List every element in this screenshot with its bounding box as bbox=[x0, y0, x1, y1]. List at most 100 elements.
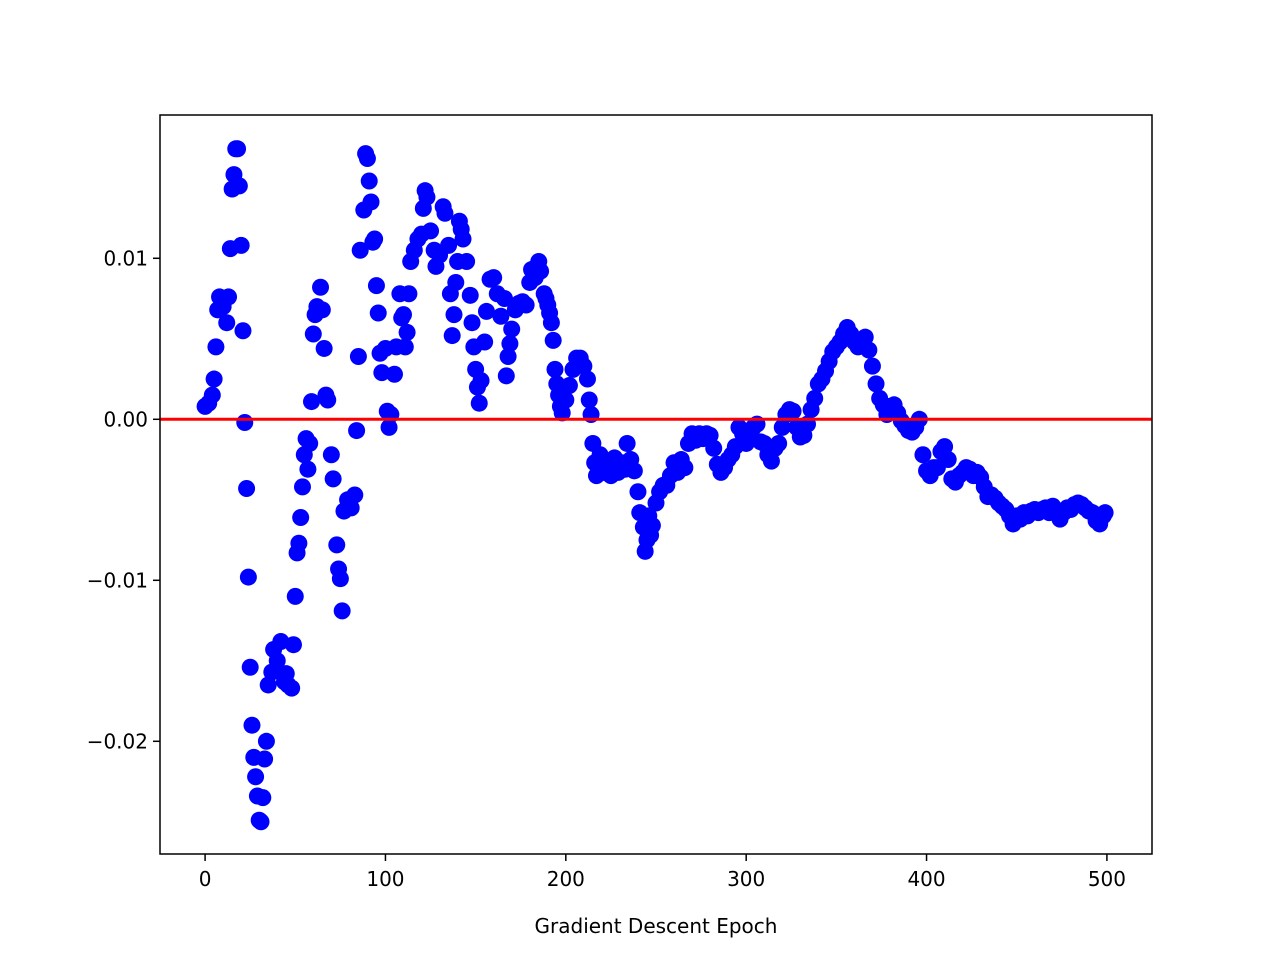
point bbox=[358, 149, 376, 167]
point bbox=[283, 679, 301, 697]
point bbox=[495, 290, 513, 308]
point bbox=[328, 536, 346, 554]
point bbox=[349, 348, 367, 366]
x-tick-label: 500 bbox=[1088, 867, 1126, 891]
point bbox=[322, 446, 340, 464]
point bbox=[203, 386, 221, 404]
point bbox=[230, 177, 248, 195]
point bbox=[268, 652, 286, 670]
point bbox=[492, 307, 510, 325]
point bbox=[418, 188, 436, 206]
point bbox=[440, 236, 458, 254]
point bbox=[436, 204, 454, 222]
point bbox=[458, 253, 476, 271]
point bbox=[299, 460, 317, 478]
point bbox=[544, 331, 562, 349]
point bbox=[290, 534, 308, 552]
point bbox=[380, 418, 398, 436]
point bbox=[856, 328, 874, 346]
point bbox=[762, 452, 780, 470]
point bbox=[773, 418, 791, 436]
point bbox=[303, 393, 321, 411]
point bbox=[1096, 504, 1114, 522]
point bbox=[301, 434, 319, 452]
point bbox=[259, 676, 277, 694]
point bbox=[701, 426, 719, 444]
point bbox=[578, 370, 596, 388]
x-tick-label: 0 bbox=[199, 867, 212, 891]
point bbox=[247, 768, 265, 786]
point bbox=[445, 306, 463, 324]
point bbox=[472, 372, 490, 390]
point bbox=[319, 391, 337, 409]
point bbox=[241, 658, 259, 676]
point bbox=[254, 789, 272, 807]
point bbox=[499, 348, 517, 366]
point bbox=[629, 483, 647, 501]
point bbox=[867, 375, 885, 393]
point bbox=[313, 301, 331, 319]
y-tick-label: −0.01 bbox=[87, 568, 148, 592]
point bbox=[806, 389, 824, 407]
x-tick-label: 100 bbox=[366, 867, 404, 891]
point bbox=[400, 285, 418, 303]
point bbox=[360, 172, 378, 190]
point bbox=[770, 434, 788, 452]
point bbox=[618, 434, 636, 452]
point bbox=[560, 376, 578, 394]
point bbox=[243, 716, 261, 734]
point bbox=[366, 230, 384, 248]
point bbox=[256, 750, 274, 768]
point bbox=[553, 404, 571, 422]
point bbox=[220, 288, 238, 306]
point bbox=[863, 357, 881, 375]
point bbox=[542, 314, 560, 332]
point bbox=[252, 813, 270, 831]
x-axis-label: Gradient Descent Epoch bbox=[535, 914, 778, 938]
point bbox=[497, 367, 515, 385]
point bbox=[936, 438, 954, 456]
point bbox=[461, 286, 479, 304]
point bbox=[517, 296, 535, 314]
point bbox=[385, 365, 403, 383]
point bbox=[575, 357, 593, 375]
point bbox=[422, 222, 440, 240]
point bbox=[476, 333, 494, 351]
point bbox=[286, 587, 304, 605]
point bbox=[398, 323, 416, 341]
point bbox=[232, 236, 250, 254]
y-tick-label: −0.02 bbox=[87, 729, 148, 753]
point bbox=[373, 364, 391, 382]
point bbox=[367, 277, 385, 295]
point bbox=[396, 338, 414, 356]
point bbox=[443, 327, 461, 345]
point bbox=[292, 509, 310, 527]
point bbox=[236, 414, 254, 432]
point bbox=[939, 451, 957, 469]
point bbox=[229, 140, 247, 158]
x-tick-label: 400 bbox=[907, 867, 945, 891]
point bbox=[315, 339, 333, 357]
plot-frame bbox=[159, 114, 1153, 855]
point bbox=[394, 306, 412, 324]
point bbox=[238, 480, 256, 498]
point bbox=[501, 335, 519, 353]
point bbox=[580, 391, 598, 409]
point bbox=[705, 439, 723, 457]
point bbox=[293, 478, 311, 496]
x-tick-label: 200 bbox=[547, 867, 585, 891]
point bbox=[205, 370, 223, 388]
point bbox=[348, 422, 366, 440]
point bbox=[369, 304, 387, 322]
point bbox=[532, 262, 550, 280]
point bbox=[643, 517, 661, 535]
point bbox=[324, 470, 342, 488]
point bbox=[860, 341, 878, 359]
point bbox=[470, 394, 488, 412]
point bbox=[234, 322, 252, 340]
point bbox=[239, 568, 257, 586]
point bbox=[503, 320, 521, 338]
point bbox=[331, 570, 349, 588]
